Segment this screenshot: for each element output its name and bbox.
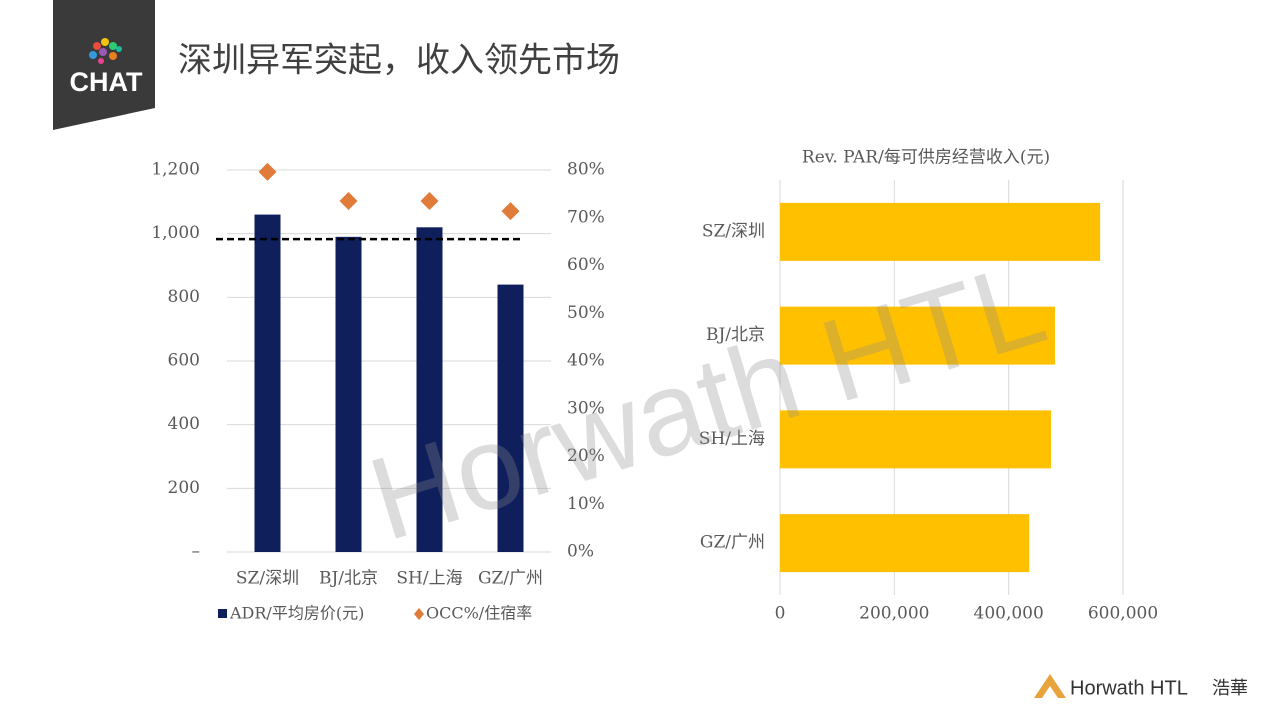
bar [780, 306, 1055, 365]
y-tick-label: – [192, 542, 201, 562]
x-tick-label: 0 [775, 604, 786, 624]
y-tick-label: GZ/广州 [700, 533, 765, 553]
bar [780, 410, 1051, 469]
logo-text: CHAT [70, 67, 143, 97]
footer-icon [1034, 674, 1066, 698]
chart-title: Rev. PAR/每可供房经营收入(元) [802, 148, 1050, 168]
legend-swatch [414, 608, 424, 620]
bar [416, 227, 443, 553]
y2-tick-label: 80% [567, 160, 605, 180]
y2-tick-label: 40% [567, 351, 605, 371]
y2-tick-label: 30% [567, 398, 605, 418]
page-title: 深圳异军突起，收入领先市场 [178, 41, 620, 81]
y-tick-label: 600 [168, 351, 200, 371]
legend-label: ADR/平均房价(元) [229, 604, 364, 623]
x-tick-label: SH/上海 [396, 569, 462, 589]
y-tick-label: 200 [168, 478, 200, 498]
y-tick-label: 400 [168, 414, 200, 434]
bar [497, 284, 524, 552]
y-tick-label: SH/上海 [699, 429, 765, 449]
x-tick-label: SZ/深圳 [236, 569, 299, 589]
bar [335, 236, 362, 552]
x-tick-label: 600,000 [1088, 604, 1158, 624]
y-tick-label: 1,200 [151, 160, 200, 180]
marker [258, 162, 277, 181]
y2-tick-label: 60% [567, 255, 605, 275]
y2-tick-label: 10% [567, 494, 605, 514]
legend-label: OCC%/住宿率 [426, 604, 532, 623]
y2-tick-label: 0% [567, 542, 594, 562]
x-tick-label: 400,000 [974, 604, 1044, 624]
x-tick-label: 200,000 [859, 604, 929, 624]
marker [420, 192, 439, 211]
y2-tick-label: 70% [567, 207, 605, 227]
y2-tick-label: 20% [567, 446, 605, 466]
y2-tick-label: 50% [567, 303, 605, 323]
bar [780, 202, 1101, 261]
y-tick-label: 1,000 [151, 223, 200, 243]
footer-chinese: 浩華 [1212, 678, 1248, 699]
legend-swatch [218, 609, 227, 618]
x-tick-label: GZ/广州 [478, 569, 543, 589]
charts: – 200 400 600 800 1,000 1,200 0% 10% 20% 30% 40% 50%… [151, 148, 1158, 624]
bar [780, 514, 1030, 573]
y-tick-label: SZ/深圳 [702, 221, 765, 241]
x-tick-label: BJ/北京 [319, 569, 378, 589]
footer-brand: Horwath HTL [1070, 677, 1188, 699]
y-tick-label: 800 [168, 287, 200, 307]
marker [501, 202, 520, 221]
logo-box [53, 0, 155, 130]
marker [339, 192, 358, 211]
logo-dots [89, 38, 122, 64]
y-tick-label: BJ/北京 [706, 325, 765, 345]
bar [254, 214, 281, 553]
